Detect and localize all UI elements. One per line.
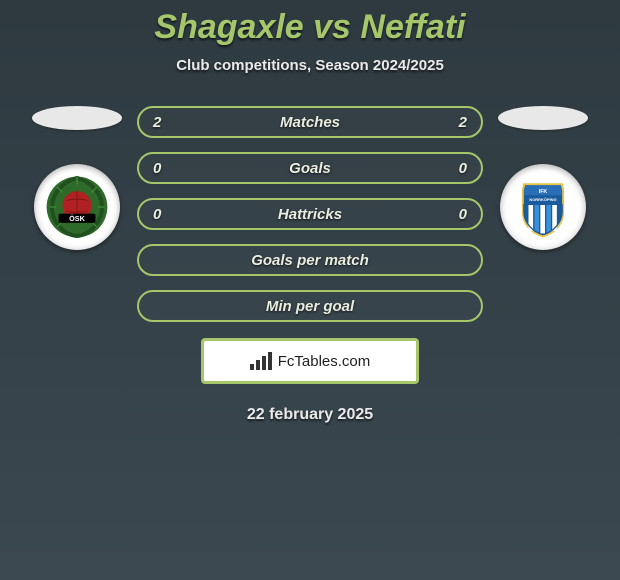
left-logo-text: ÖSK xyxy=(69,214,85,223)
brand-link[interactable]: FcTables.com xyxy=(201,338,419,384)
goals-left-value: 0 xyxy=(153,160,161,177)
subtitle: Club competitions, Season 2024/2025 xyxy=(176,57,444,74)
page-title: Shagaxle vs Neffati xyxy=(154,8,465,47)
right-team-col: IFK NORRKÖPING xyxy=(483,106,603,250)
right-team-logo: IFK NORRKÖPING xyxy=(500,164,586,250)
hattricks-label: Hattricks xyxy=(278,206,342,223)
comparison-row: ÖSK 2 Matches 2 0 Goals 0 0 Hattricks 0 … xyxy=(0,106,620,322)
stat-gpm: Goals per match xyxy=(137,244,483,276)
osk-logo-icon: ÖSK xyxy=(44,174,110,240)
stat-hattricks: 0 Hattricks 0 xyxy=(137,198,483,230)
left-team-logo: ÖSK xyxy=(34,164,120,250)
right-logo-text-top: IFK xyxy=(539,189,548,195)
stat-goals: 0 Goals 0 xyxy=(137,152,483,184)
date-text: 22 february 2025 xyxy=(247,406,373,424)
left-ellipse xyxy=(32,106,122,130)
left-team-col: ÖSK xyxy=(17,106,137,250)
matches-left-value: 2 xyxy=(153,114,161,131)
matches-right-value: 2 xyxy=(459,114,467,131)
stat-matches: 2 Matches 2 xyxy=(137,106,483,138)
brand-text: FcTables.com xyxy=(278,353,371,370)
chart-icon xyxy=(250,352,272,370)
mpg-label: Min per goal xyxy=(266,298,354,315)
gpm-label: Goals per match xyxy=(251,252,369,269)
goals-right-value: 0 xyxy=(459,160,467,177)
right-logo-text-mid: NORRKÖPING xyxy=(529,197,556,202)
hattricks-right-value: 0 xyxy=(459,206,467,223)
right-ellipse xyxy=(498,106,588,130)
matches-label: Matches xyxy=(280,114,340,131)
stat-mpg: Min per goal xyxy=(137,290,483,322)
ifk-logo-icon: IFK NORRKÖPING xyxy=(510,174,576,240)
stats-column: 2 Matches 2 0 Goals 0 0 Hattricks 0 Goal… xyxy=(137,106,483,322)
hattricks-left-value: 0 xyxy=(153,206,161,223)
goals-label: Goals xyxy=(289,160,331,177)
